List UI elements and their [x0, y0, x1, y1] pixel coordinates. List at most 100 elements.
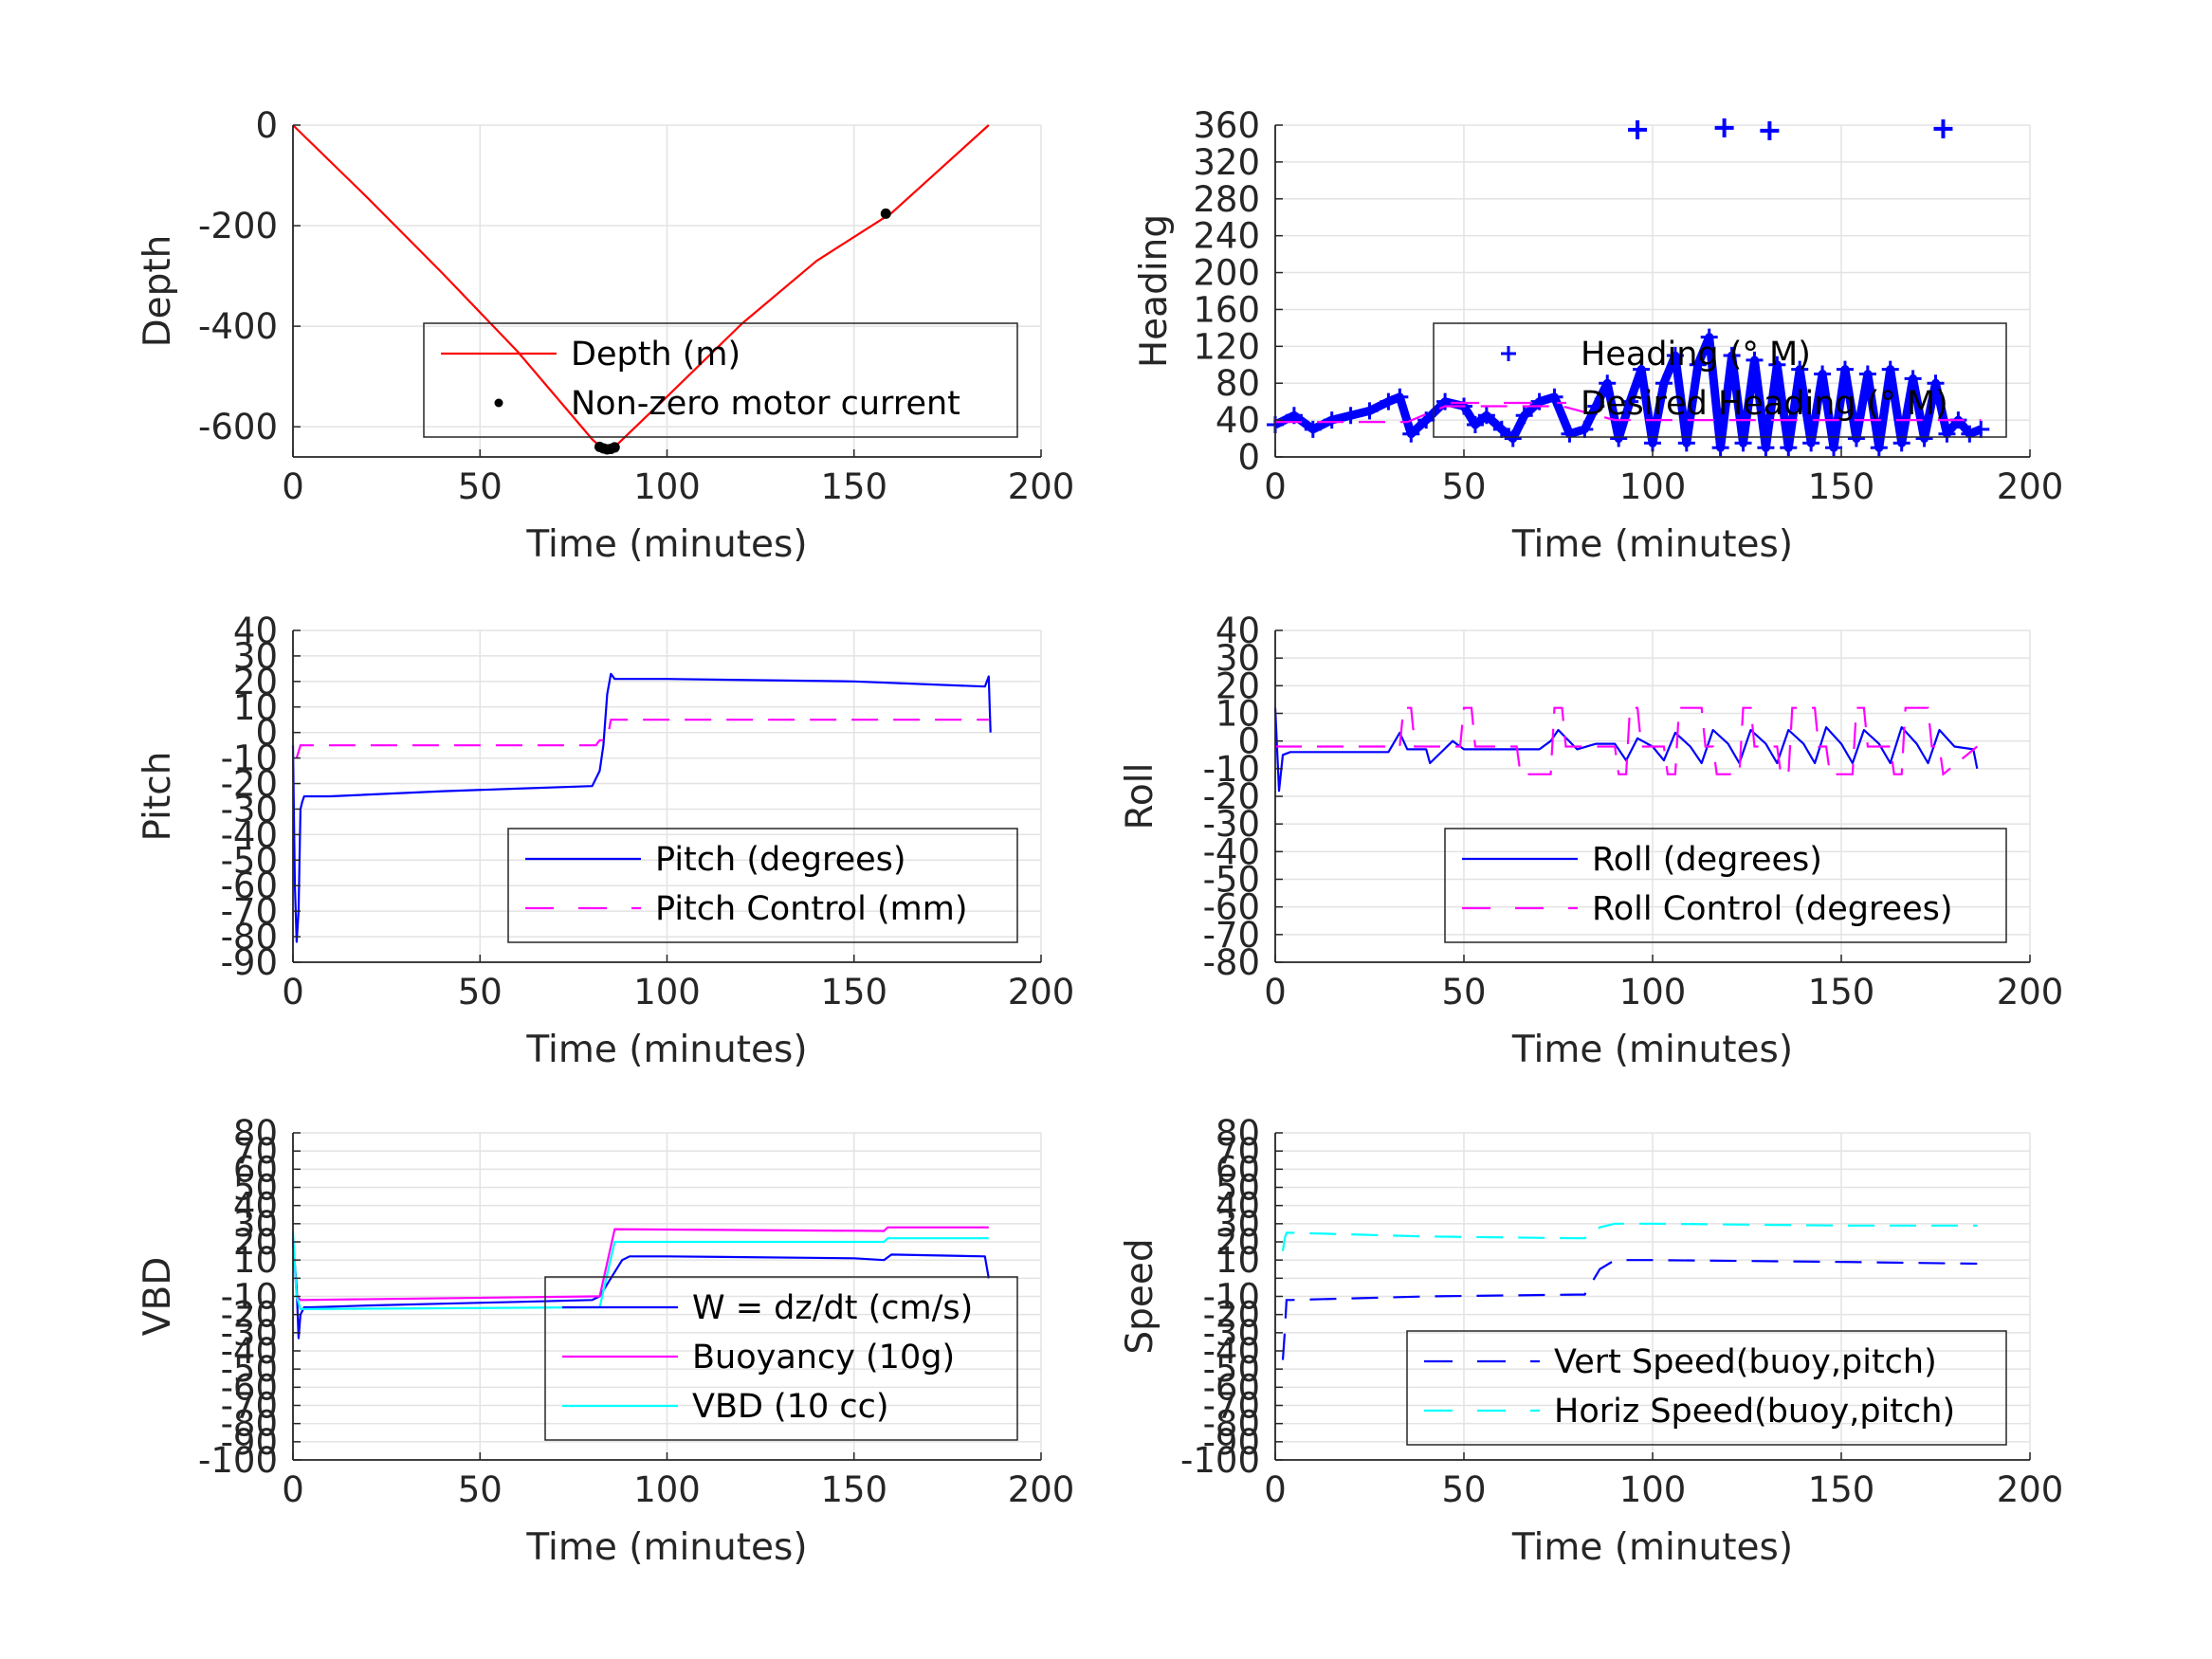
depth-point — [880, 208, 891, 219]
heading-marker — [1530, 392, 1548, 410]
vbd-y-tick-label: 10 — [233, 1240, 278, 1281]
vbd-series-1 — [291, 1226, 989, 1302]
heading-marker — [1599, 374, 1617, 392]
heading-marker — [1323, 411, 1341, 429]
pitch-y-tick-label: -30 — [221, 789, 278, 830]
heading-legend-box — [1433, 322, 2007, 438]
vbd-y-tick-label: -50 — [221, 1349, 278, 1390]
pitch-x-tick-label: 50 — [458, 972, 503, 1012]
roll-y-axis-title: Roll — [1119, 763, 1161, 830]
roll-line-0 — [1273, 707, 1979, 793]
heading-marker — [1746, 351, 1764, 369]
heading-y-tick-label: 80 — [1216, 363, 1260, 404]
speed-y-tick-label: -40 — [1203, 1331, 1260, 1372]
heading-y-axis-title: Heading — [1133, 214, 1176, 368]
speed-y-tick-label: 10 — [1216, 1240, 1260, 1281]
roll-y-tick-label: -70 — [1203, 915, 1260, 956]
speed-legend-box — [1406, 1330, 2007, 1446]
roll-x-tick-label: 50 — [1441, 972, 1486, 1012]
heading-legend: Heading (° M) Desired Heading (° M) — [1433, 322, 2007, 438]
speed-y-tick-label: 80 — [1216, 1113, 1260, 1154]
heading-marker — [1504, 429, 1522, 447]
roll-legend-label: Roll Control (degrees) — [1592, 890, 1953, 928]
vbd-y-tick-label: 40 — [233, 1186, 278, 1227]
roll-dashed-line-1 — [1275, 706, 1978, 776]
pitch-dashed-line-1 — [295, 719, 989, 758]
speed-chart: 0 50 100 150 2008070605040302010-10-20-30-40… — [1119, 1113, 2063, 1569]
vbd-x-tick-label: 100 — [633, 1469, 701, 1510]
pitch-x-axis-title: Time (minutes) — [525, 1029, 807, 1071]
heading-marker — [1587, 397, 1605, 415]
roll-y-tick-label: -10 — [1203, 749, 1260, 790]
vbd-y-tick-label: 50 — [233, 1168, 278, 1209]
heading-marker — [1757, 439, 1775, 457]
heading-marker — [1768, 356, 1786, 374]
roll-x-axis-title: Time (minutes) — [1511, 1029, 1793, 1071]
heading-x-tick-label: 100 — [1619, 466, 1687, 507]
heading-y-tick-label: 320 — [1193, 142, 1260, 183]
heading-x-axis-title: Time (minutes) — [1511, 523, 1793, 566]
speed-y-tick-label: -90 — [1203, 1422, 1260, 1463]
heading-legend-label: Desired Heading (° M) — [1581, 385, 1948, 423]
heading-dashed-line-1 — [1275, 405, 1982, 424]
heading-marker — [1870, 439, 1888, 457]
speed-legend-label: Vert Speed(buoy,pitch) — [1554, 1343, 1937, 1381]
pitch-y-tick-label: -80 — [221, 917, 278, 957]
heading-marker — [1545, 388, 1563, 406]
speed-y-tick-label: -20 — [1203, 1295, 1260, 1336]
heading-line-0 — [1273, 333, 1983, 452]
pitch-legend-box — [507, 828, 1018, 943]
heading-marker — [1666, 347, 1684, 365]
vbd-x-tick-label: 200 — [1008, 1469, 1075, 1510]
roll-x-tick-label: 100 — [1619, 972, 1687, 1012]
pitch-legend: Pitch (degrees) Pitch Control (mm) — [507, 828, 1018, 943]
vbd-y-tick-label: -80 — [221, 1404, 278, 1445]
speed-y-tick-label: 20 — [1216, 1222, 1260, 1263]
speed-y-tick-label: -50 — [1203, 1349, 1260, 1390]
vbd-legend-label: VBD (10 cc) — [692, 1388, 889, 1426]
pitch-y-tick-label: -40 — [221, 814, 278, 855]
vbd-legend-label: W = dz/dt (cm/s) — [692, 1289, 973, 1327]
heading-outlier-marker — [1760, 120, 1780, 140]
pitch-legend-label: Pitch (degrees) — [655, 841, 906, 879]
roll-y-tick-label: -30 — [1203, 804, 1260, 845]
depth-chart: 0 50 100 150 200 0 -200 -400 -600 Time (minutes) D… — [137, 105, 1074, 566]
speed-x-tick-label: 0 — [1264, 1469, 1287, 1510]
speed-legend: Vert Speed(buoy,pitch) Horiz Speed(buoy,p… — [1406, 1330, 2007, 1446]
pitch-y-tick-label: 20 — [233, 662, 278, 702]
heading-marker — [1847, 429, 1865, 447]
depth-y-tick-label: -200 — [198, 206, 278, 246]
vbd-legend: W = dz/dt (cm/s) Buoyancy (10g) VBD (10 cc… — [544, 1276, 1018, 1441]
speed-x-tick-label: 200 — [1997, 1469, 2064, 1510]
speed-y-tick-label: 40 — [1216, 1186, 1260, 1227]
vbd-x-tick-label: 0 — [282, 1469, 304, 1510]
depth-legend: Depth (m) Non-zero motor current — [423, 322, 1018, 438]
vbd-line-1 — [291, 1226, 989, 1302]
vbd-x-tick-label: 50 — [458, 1469, 503, 1510]
pitch-y-tick-label: 30 — [233, 636, 278, 677]
heading-x-tick-label: 50 — [1441, 466, 1486, 507]
vbd-x-tick-label: 150 — [820, 1469, 887, 1510]
heading-marker — [1466, 415, 1484, 433]
heading-marker — [1814, 365, 1832, 383]
vbd-y-tick-label: 30 — [233, 1204, 278, 1245]
heading-marker — [1391, 388, 1409, 406]
depth-y-tick-label: -600 — [198, 407, 278, 447]
roll-x-tick-label: 150 — [1808, 972, 1875, 1012]
heading-y-tick-label: 160 — [1193, 289, 1260, 330]
heading-marker — [1780, 439, 1798, 457]
vbd-y-tick-label: 60 — [233, 1149, 278, 1190]
roll-y-tick-label: -80 — [1203, 942, 1260, 983]
depth-y-tick-label: 0 — [255, 105, 278, 146]
speed-dashed-line-0 — [1281, 1259, 1978, 1360]
roll-series-1 — [1275, 706, 1978, 776]
heading-marker — [1825, 439, 1843, 457]
pitch-series-1 — [295, 719, 989, 758]
heading-marker — [1633, 360, 1651, 378]
pitch-y-tick-label: 10 — [233, 687, 278, 728]
heading-x-tick-label: 0 — [1264, 466, 1287, 507]
heading-marker — [1791, 360, 1809, 378]
speed-y-tick-label: 60 — [1216, 1149, 1260, 1190]
heading-marker — [1700, 328, 1718, 346]
roll-y-tick-label: -60 — [1203, 887, 1260, 928]
